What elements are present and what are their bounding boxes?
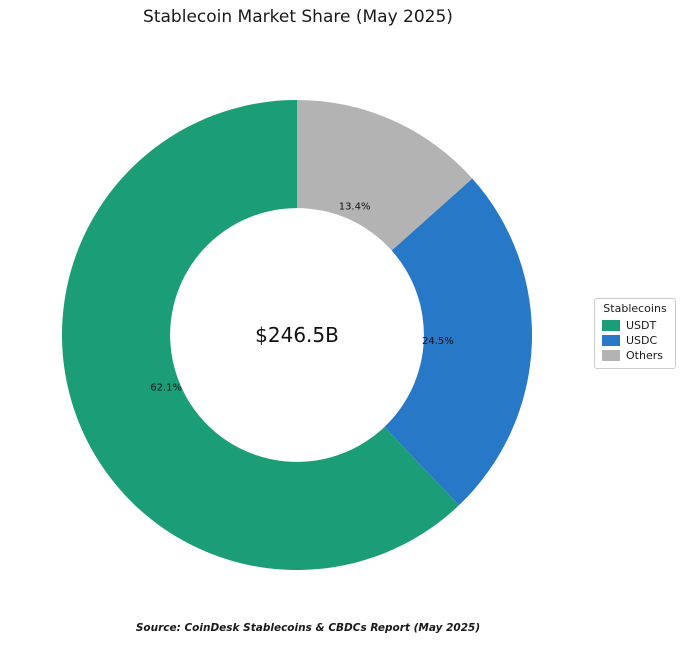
chart-title: Stablecoin Market Share (May 2025) [143,7,453,27]
slice-label-usdc: 24.5% [422,336,454,347]
legend-swatch-others [602,350,620,361]
slice-label-usdt: 62.1% [150,382,182,393]
legend-swatch-usdc [602,335,620,346]
legend-entry-others: Others [595,348,675,363]
legend-entry-usdt: USDT [595,318,675,333]
legend-swatch-usdt [602,320,620,331]
legend-label-others: Others [626,349,663,362]
source-note: Source: CoinDesk Stablecoins & CBDCs Rep… [135,622,481,634]
legend-label-usdt: USDT [626,319,657,332]
slice-label-others: 13.4% [339,201,371,212]
pie-slice-others [297,100,473,251]
pie-slice-usdc [384,178,532,506]
legend-entry-usdc: USDC [595,333,675,348]
legend: Stablecoins USDT USDC Others [594,298,676,369]
pie-slice-usdt [61,99,459,570]
legend-label-usdc: USDC [626,334,658,347]
legend-title: Stablecoins [603,302,667,315]
center-total-label: $246.5B [255,323,339,347]
